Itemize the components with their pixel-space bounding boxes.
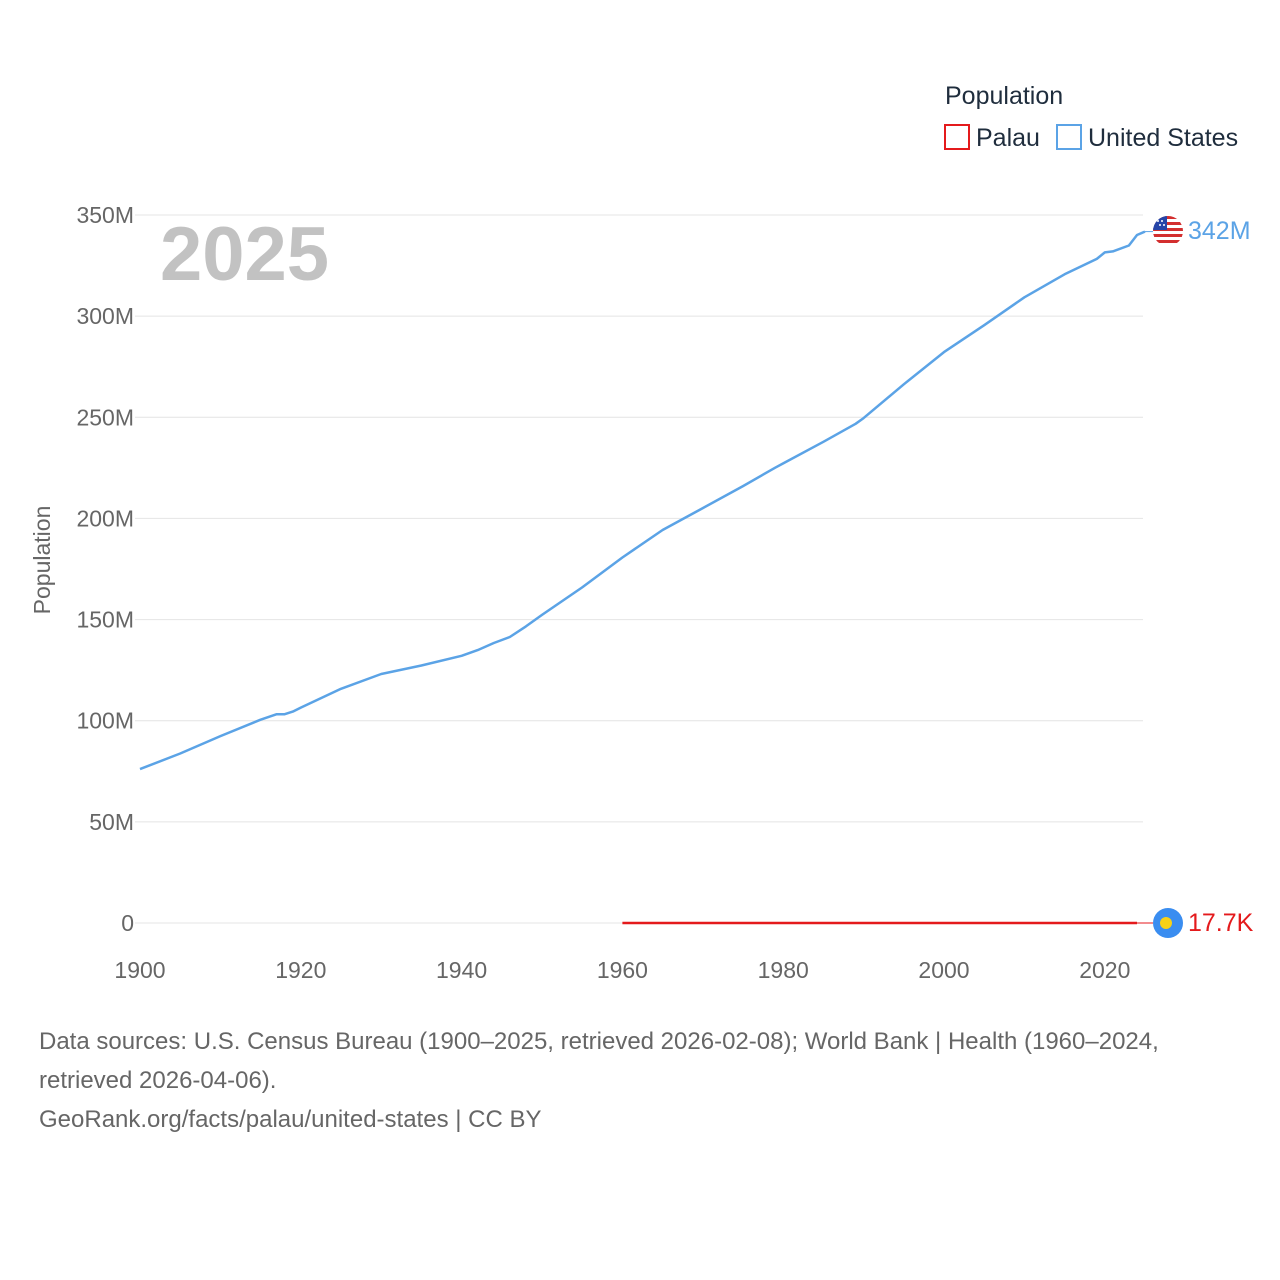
legend-label-palau[interactable]: Palau [976,124,1040,152]
y-axis-label: Population [29,506,55,615]
data-sources-text: Data sources: U.S. Census Bureau (1900–2… [39,1028,1159,1094]
credit-text: GeoRank.org/facts/palau/united-states | … [39,1106,542,1133]
y-axis-ticks: 0 50M 100M 150M 200M 250M 300M 350M [76,202,134,936]
x-tick-label: 1920 [275,957,326,983]
series-line-united-states[interactable] [139,230,1146,771]
population-chart: 0 50M 100M 150M 200M 250M 300M 350M 1900 1920 194… [29,82,1254,983]
year-label: 2025 [160,212,329,297]
y-tick-label: 50M [89,809,134,835]
y-tick-label: 300M [76,303,134,329]
x-tick-label: 1940 [436,957,487,983]
y-tick-label: 250M [76,404,134,430]
y-tick-label: 0 [121,910,134,936]
end-label-palau: 17.7K [1188,909,1254,937]
x-tick-label: 2000 [918,957,969,983]
y-tick-label: 150M [76,607,134,633]
y-tick-label: 350M [76,202,134,228]
x-axis-ticks: 1900 1920 1940 1960 1980 2000 2020 [114,957,1130,983]
legend-swatch-palau[interactable] [944,124,970,150]
x-tick-label: 2020 [1079,957,1130,983]
palau-flag-icon [1153,908,1183,938]
legend-label-united-states[interactable]: United States [1088,124,1238,152]
x-tick-label: 1960 [597,957,648,983]
legend-swatch-united-states[interactable] [1056,124,1082,150]
legend-title: Population [945,82,1063,110]
grid-lines [135,214,1143,924]
us-flag-icon [1153,216,1183,246]
y-tick-label: 200M [76,505,134,531]
series-lines [139,230,1153,925]
end-label-united-states: 342M [1188,217,1251,245]
x-tick-label: 1900 [114,957,165,983]
footer: Data sources: U.S. Census Bureau (1900–2… [39,1022,1249,1139]
y-tick-label: 100M [76,708,134,734]
x-tick-label: 1980 [758,957,809,983]
legend: Population Palau United States [944,82,1238,152]
